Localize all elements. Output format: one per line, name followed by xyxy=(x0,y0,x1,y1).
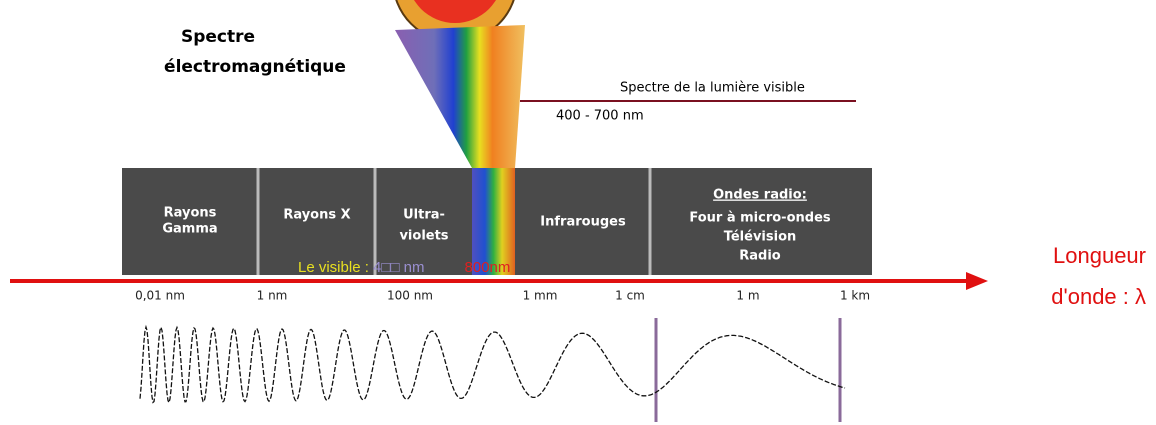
title: électromagnétique xyxy=(164,57,346,77)
band-label: Infrarouges xyxy=(540,215,626,230)
visible-note: Le visible : 4□□ nm 800nm xyxy=(298,259,510,276)
band-label: violets xyxy=(399,229,448,244)
axis-label: Longueur xyxy=(1053,243,1146,268)
band-label: Ondes radio: xyxy=(713,188,807,203)
wave xyxy=(140,327,845,402)
arrow-head xyxy=(966,272,988,290)
band-label: Rayons xyxy=(164,206,217,221)
band-label: Gamma xyxy=(162,222,217,237)
visible-note-part: 4□□ nm xyxy=(373,259,424,276)
visible-note-part: 800nm xyxy=(465,259,511,276)
band-label: Télévision xyxy=(724,230,797,245)
tick-label: 1 mm xyxy=(523,289,558,303)
callout-range: 400 - 700 nm xyxy=(556,109,644,124)
light-funnel xyxy=(395,25,525,168)
band-label: Four à micro-ondes xyxy=(689,211,831,226)
ticks: 0,01 nm 1 nm 100 nm 1 mm 1 cm 1 m 1 km xyxy=(135,289,870,303)
tick-label: 1 km xyxy=(840,289,870,303)
tick-label: 100 nm xyxy=(387,289,433,303)
axis-label: d'onde : λ xyxy=(1051,284,1146,309)
tick-label: 1 m xyxy=(736,289,759,303)
band-label: Ultra- xyxy=(403,208,445,223)
band-label: Radio xyxy=(739,249,781,264)
tick-label: 0,01 nm xyxy=(135,289,185,303)
visible-note-part: Le visible : xyxy=(298,259,373,276)
band-label: Rayons X xyxy=(283,208,350,223)
tick-label: 1 nm xyxy=(257,289,288,303)
diagram: Spectre électromagnétique Spectre de la … xyxy=(0,0,1156,425)
callout-label: Spectre de la lumière visible xyxy=(620,81,805,96)
tick-label: 1 cm xyxy=(615,289,645,303)
markers xyxy=(656,318,840,422)
title: Spectre xyxy=(181,27,255,47)
